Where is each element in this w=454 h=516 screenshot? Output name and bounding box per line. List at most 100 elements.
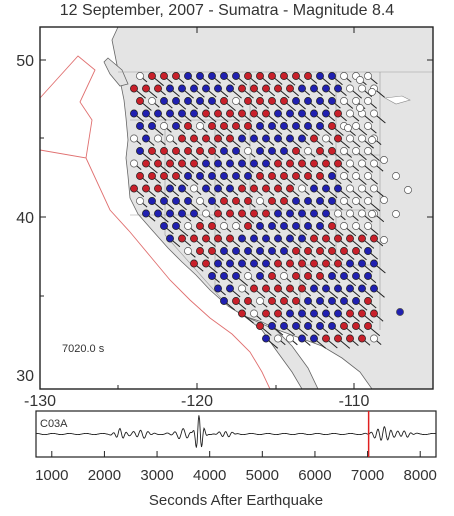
station-dot [358, 84, 366, 93]
station-dot [334, 84, 342, 93]
station-dot [184, 72, 192, 80]
station-dot [172, 147, 180, 155]
station-dot [220, 172, 228, 180]
station-dot [292, 147, 300, 155]
station-dot [280, 172, 288, 180]
station-dot [244, 122, 252, 130]
station-dot [322, 84, 330, 93]
station-dot [286, 159, 294, 168]
station-dot [190, 84, 198, 93]
station-dot [340, 172, 348, 180]
station-dot [316, 147, 324, 155]
station-dot [238, 159, 246, 168]
station-dot [136, 122, 144, 130]
station-dot [280, 72, 288, 80]
station-dot [292, 247, 300, 255]
station-dot [226, 84, 234, 93]
station-dot [214, 84, 222, 93]
x-axis-label: Seconds After Earthquake [149, 492, 323, 509]
station-dot [166, 184, 174, 193]
station-dot [280, 297, 288, 305]
station-dot [352, 247, 360, 255]
station-dot [238, 259, 246, 268]
station-dot [268, 172, 276, 180]
station-dot [292, 197, 300, 205]
station-dot [322, 109, 330, 118]
station-dot [358, 159, 366, 168]
station-dot [352, 197, 360, 205]
station-dot [316, 297, 324, 305]
station-dot [364, 322, 372, 330]
station-dot [214, 109, 222, 118]
station-dot [334, 159, 342, 168]
station-dot [304, 272, 312, 280]
lon-label-110: -110 [339, 393, 370, 410]
station-dot [256, 172, 264, 180]
station-dot [256, 97, 264, 105]
station-dot [304, 322, 312, 330]
station-dot [238, 309, 246, 318]
station-dot [184, 97, 192, 105]
station-dot [352, 97, 360, 105]
station-dot [196, 247, 204, 255]
station-dot [262, 209, 270, 218]
station-dot [220, 272, 228, 280]
plate-boundary [39, 55, 271, 390]
station-dot [208, 147, 216, 155]
station-dot [130, 184, 138, 193]
station-dot [346, 159, 354, 168]
station-dot [334, 209, 342, 218]
station-dot [304, 97, 312, 105]
station-dot [184, 172, 192, 180]
station-dot [178, 159, 186, 168]
station-dot [328, 172, 336, 180]
station-dot [298, 234, 306, 243]
station-dot [304, 222, 312, 230]
station-dot [280, 247, 288, 255]
station-dot [328, 122, 336, 130]
station-dot [256, 222, 264, 230]
station-dot [310, 84, 318, 93]
station-dot [340, 247, 348, 255]
station-dot [340, 297, 348, 305]
station-dot [256, 197, 264, 205]
station-dot [172, 172, 180, 180]
station-dot [364, 172, 372, 180]
station-dot [368, 136, 376, 144]
station-dot [316, 72, 324, 80]
station-dot [202, 84, 210, 93]
station-dot [142, 209, 150, 218]
station-dot [364, 197, 372, 205]
station-dot [396, 308, 404, 316]
station-dot [154, 109, 162, 118]
station-dot [322, 259, 330, 268]
station-dot [304, 197, 312, 205]
station-dot [358, 309, 366, 318]
station-dot [184, 147, 192, 155]
station-dot [286, 284, 294, 293]
station-dot [142, 109, 150, 118]
station-dot [160, 222, 168, 230]
station-dot [226, 209, 234, 218]
station-dot [250, 259, 258, 268]
station-dot [370, 109, 378, 118]
lon-label-120: -120 [181, 393, 213, 410]
station-dot [262, 234, 270, 243]
station-dot [250, 159, 258, 168]
station-dot [166, 134, 174, 143]
station-dot [250, 209, 258, 218]
station-dot [154, 184, 162, 193]
station-dot [370, 184, 378, 193]
station-dot [298, 284, 306, 293]
station-dot [136, 172, 144, 180]
station-dot [280, 147, 288, 155]
station-dot [154, 134, 162, 143]
x-tick-label: 5000 [246, 467, 279, 484]
station-dot [370, 234, 378, 243]
station-dot [154, 84, 162, 93]
station-dot [256, 272, 264, 280]
station-dot [286, 109, 294, 118]
station-dot [196, 72, 204, 80]
station-dot [262, 334, 270, 343]
station-dot [328, 247, 336, 255]
